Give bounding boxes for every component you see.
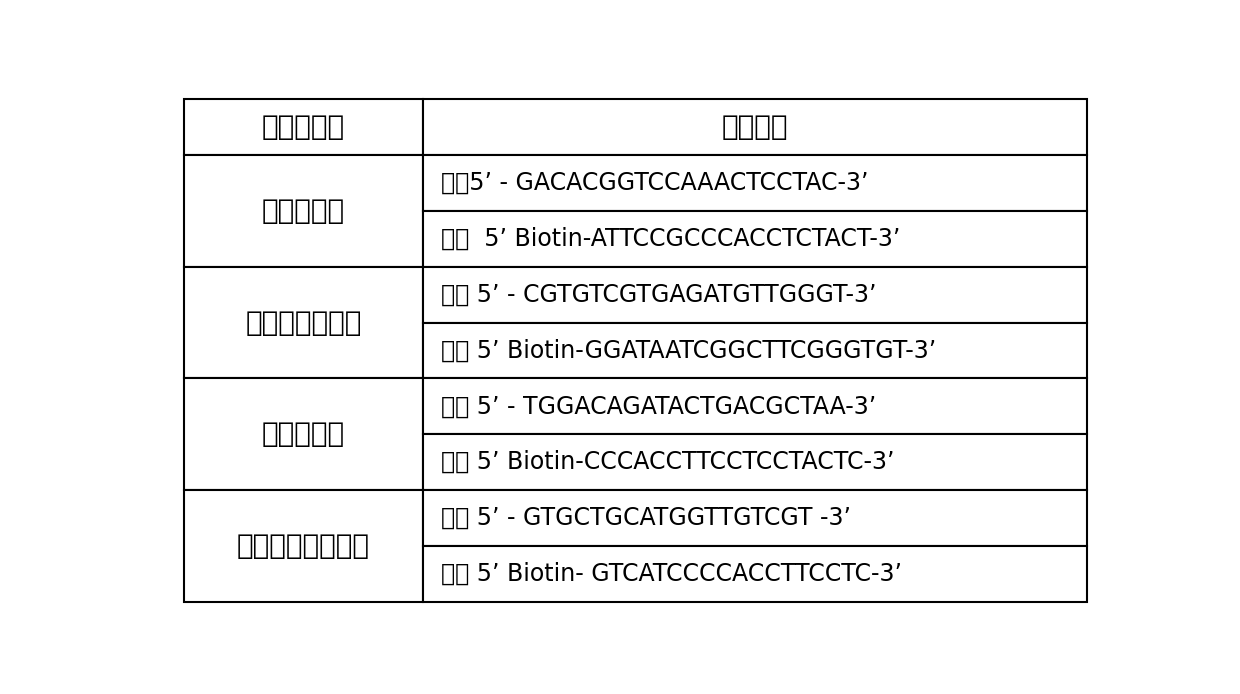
Bar <box>423 155 1087 211</box>
Text: 下游 5’ Biotin-CCCACCTTCCTCCTACTC-3’: 下游 5’ Biotin-CCCACCTTCCTCCTACTC-3’ <box>440 450 894 474</box>
Text: 引物序列: 引物序列 <box>722 113 789 141</box>
Text: 上朸5’ - GACACGGTCCAAACTCCTAC-3’: 上朸5’ - GACACGGTCCAAACTCCTAC-3’ <box>440 171 868 195</box>
Text: 脆弱类杆菌: 脆弱类杆菌 <box>262 197 345 225</box>
Bar <box>423 99 1087 155</box>
Text: 上游 5’ - CGTGTCGTGAGATGTTGGGT-3’: 上游 5’ - CGTGTCGTGAGATGTTGGGT-3’ <box>440 282 875 307</box>
Bar <box>184 490 423 602</box>
Bar <box>423 545 1087 602</box>
Bar <box>184 155 423 266</box>
Bar <box>423 378 1087 434</box>
Bar <box>184 99 423 155</box>
Bar <box>423 266 1087 323</box>
Text: 产黑色素普雷沃菌: 产黑色素普雷沃菌 <box>237 532 370 560</box>
Text: 下游 5’ Biotin- GTCATCCCCACCTTCCTC-3’: 下游 5’ Biotin- GTCATCCCCACCTTCCTC-3’ <box>440 561 901 586</box>
Text: 下游  5’ Biotin-ATTCCGCCCACCTCTACT-3’: 下游 5’ Biotin-ATTCCGCCCACCTCTACT-3’ <box>440 227 900 251</box>
Text: 厂氧菌种类: 厂氧菌种类 <box>262 113 345 141</box>
Text: 具核梭杆菌: 具核梭杆菌 <box>262 420 345 448</box>
Text: 上游 5’ - TGGACAGATACTGACGCTAA-3’: 上游 5’ - TGGACAGATACTGACGCTAA-3’ <box>440 394 875 418</box>
Bar <box>423 323 1087 378</box>
Text: 上游 5’ - GTGCTGCATGGTTGTCGT -3’: 上游 5’ - GTGCTGCATGGTTGTCGT -3’ <box>440 506 851 530</box>
Bar <box>184 378 423 490</box>
Text: 厂氧消化链球菌: 厂氧消化链球菌 <box>246 309 362 337</box>
Bar <box>423 434 1087 490</box>
Bar <box>423 490 1087 545</box>
Text: 下游 5’ Biotin-GGATAATCGGCTTCGGGTGT-3’: 下游 5’ Biotin-GGATAATCGGCTTCGGGTGT-3’ <box>440 339 936 362</box>
Bar <box>184 266 423 378</box>
Bar <box>423 211 1087 266</box>
